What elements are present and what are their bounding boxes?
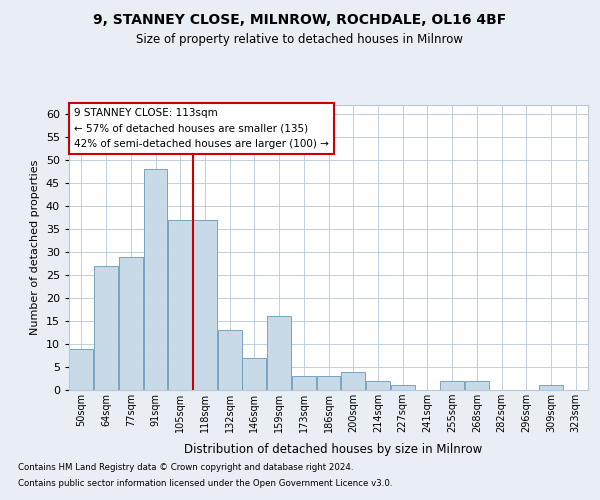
Bar [539, 386, 563, 390]
Bar [94, 266, 118, 390]
Text: 9 STANNEY CLOSE: 113sqm
← 57% of detached houses are smaller (135)
42% of semi-d: 9 STANNEY CLOSE: 113sqm ← 57% of detache… [74, 108, 329, 149]
Bar [70, 348, 94, 390]
Bar [143, 170, 167, 390]
Bar [317, 376, 340, 390]
Text: 9, STANNEY CLOSE, MILNROW, ROCHDALE, OL16 4BF: 9, STANNEY CLOSE, MILNROW, ROCHDALE, OL1… [94, 12, 506, 26]
Text: Contains public sector information licensed under the Open Government Licence v3: Contains public sector information licen… [18, 478, 392, 488]
Bar [218, 330, 242, 390]
Bar [341, 372, 365, 390]
Bar [168, 220, 192, 390]
Text: Distribution of detached houses by size in Milnrow: Distribution of detached houses by size … [184, 442, 482, 456]
Y-axis label: Number of detached properties: Number of detached properties [30, 160, 40, 335]
Text: Contains HM Land Registry data © Crown copyright and database right 2024.: Contains HM Land Registry data © Crown c… [18, 464, 353, 472]
Text: Size of property relative to detached houses in Milnrow: Size of property relative to detached ho… [137, 32, 464, 46]
Bar [440, 381, 464, 390]
Bar [366, 381, 390, 390]
Bar [292, 376, 316, 390]
Bar [119, 256, 143, 390]
Bar [465, 381, 489, 390]
Bar [267, 316, 291, 390]
Bar [242, 358, 266, 390]
Bar [193, 220, 217, 390]
Bar [391, 386, 415, 390]
